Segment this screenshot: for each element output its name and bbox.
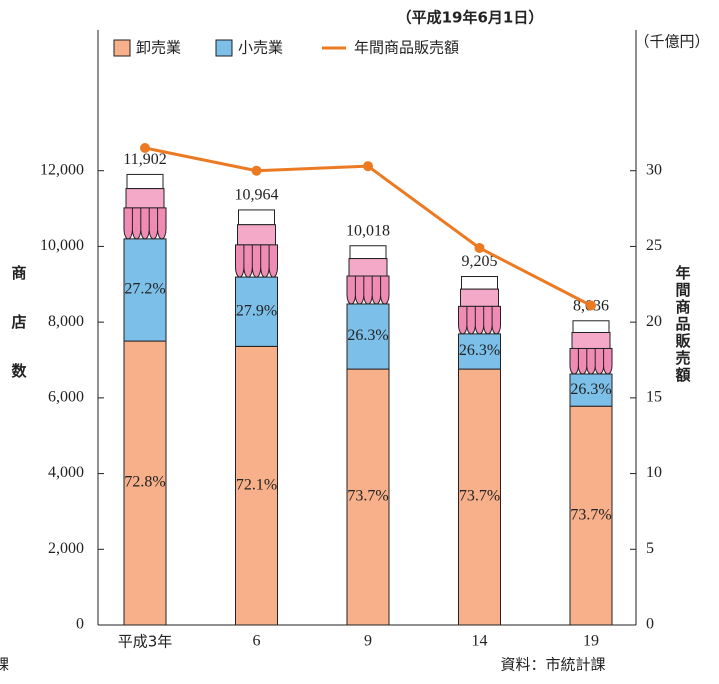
awning — [235, 209, 278, 278]
y-tick-label: 2,000 — [48, 540, 84, 557]
total-label: 11,902 — [123, 151, 166, 168]
y-tick-label: 6,000 — [48, 389, 84, 406]
share-label: 26.3% — [347, 327, 388, 344]
awning — [123, 173, 167, 240]
bar-segment — [569, 405, 613, 626]
y-axis-title: 商店数 — [10, 264, 28, 412]
y-tick-label: 8,000 — [48, 313, 84, 330]
legend-label: 小売業 — [238, 39, 283, 57]
awning-band — [237, 224, 276, 246]
bar-segment — [458, 368, 501, 626]
awning-cap — [238, 209, 275, 226]
x-tick-label: 14 — [472, 633, 488, 650]
share-label: 73.7% — [570, 506, 611, 523]
total-label: 9,205 — [462, 253, 498, 270]
awning-scallop — [458, 305, 501, 335]
share-label: 27.9% — [236, 302, 277, 319]
line-point — [140, 143, 150, 153]
y2-unit: （千億円） — [634, 33, 709, 51]
awning-cap — [126, 173, 164, 190]
share-label: 72.1% — [236, 476, 277, 493]
y2-tick-label: 25 — [646, 237, 662, 254]
x-tick-label: 6 — [253, 633, 261, 650]
source: 資料：市統計課 — [500, 656, 605, 674]
y-tick-label: 10,000 — [40, 237, 84, 254]
y2-tick-label: 10 — [646, 464, 662, 481]
awning-band — [571, 331, 611, 349]
share-label: 72.8% — [124, 474, 165, 491]
legend-swatch — [113, 39, 131, 57]
y2-tick-label: 30 — [646, 161, 662, 178]
line-point — [363, 161, 373, 172]
share-label: 73.7% — [459, 488, 500, 505]
total-label: 10,964 — [235, 187, 279, 204]
awning-band — [125, 188, 165, 209]
bar-segment — [346, 368, 390, 626]
y2-tick-label: 15 — [646, 389, 662, 406]
awning-band — [348, 258, 388, 277]
y2-tick-label: 20 — [646, 313, 662, 330]
bar-segment — [235, 345, 278, 626]
awning-cap — [349, 245, 387, 260]
line-point — [586, 300, 596, 311]
awning — [569, 320, 613, 375]
bar-segment — [346, 303, 390, 370]
y2-axis-title: 年間商品販売額 — [674, 264, 692, 384]
y-tick-label: 12,000 — [40, 161, 84, 178]
x-tick-label: 19 — [583, 633, 599, 650]
awning-cap — [461, 276, 498, 290]
line-point — [474, 242, 485, 253]
note: （平成19年6月1日） — [397, 9, 544, 27]
legend-label: 卸売業 — [136, 39, 181, 57]
legend-swatch — [215, 39, 233, 57]
x-tick-label: 平成3年 — [118, 633, 173, 651]
y2-tick-label: 5 — [646, 540, 654, 557]
awning-scallop — [235, 244, 278, 278]
cut-text: 課 — [0, 656, 9, 674]
awning — [346, 245, 390, 305]
x-tick-label: 9 — [364, 633, 372, 650]
total-label: 10,018 — [346, 222, 390, 239]
share-label: 26.3% — [570, 381, 611, 398]
bar-segment — [569, 373, 613, 407]
awning — [458, 276, 501, 335]
awning-band — [460, 288, 499, 307]
legend-label: 年間商品販売額 — [354, 39, 459, 57]
share-label: 73.7% — [347, 488, 388, 505]
awning-scallop — [123, 207, 167, 240]
y-tick-label: 4,000 — [48, 464, 84, 481]
awning-scallop — [569, 347, 613, 375]
y-tick-label: 0 — [76, 616, 84, 633]
awning-cap — [572, 320, 610, 333]
share-label: 27.2% — [124, 281, 165, 298]
line-point — [251, 165, 262, 176]
y2-tick-label: 0 — [646, 616, 654, 633]
awning-scallop — [346, 275, 390, 305]
share-label: 26.3% — [459, 342, 500, 359]
